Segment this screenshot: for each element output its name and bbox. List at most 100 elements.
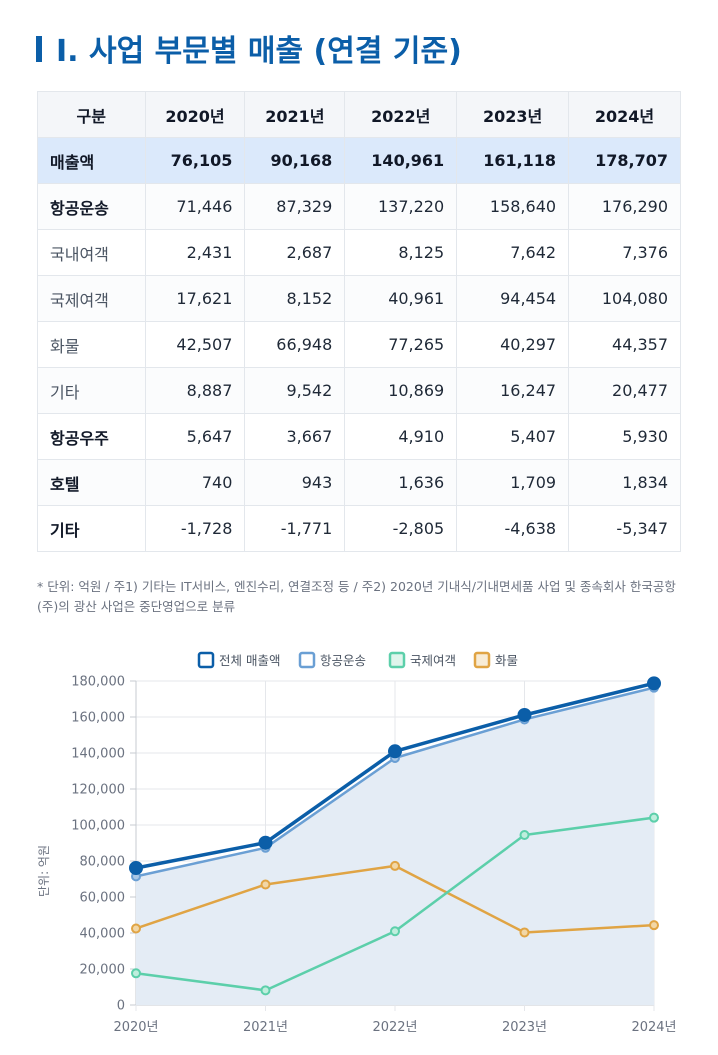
- y-tick-label: 100,000: [71, 819, 125, 834]
- table-cell: 161,118: [456, 137, 570, 184]
- data-point-화물: [260, 879, 271, 890]
- legend-label: 국제여객: [410, 653, 456, 668]
- data-point-전체 매출액: [388, 744, 402, 759]
- row-label: 매출액: [37, 137, 146, 184]
- row-label: 항공우주: [37, 413, 146, 460]
- table-cell: 10,869: [344, 367, 458, 414]
- table-row: 국제여객 17,621 8,152 40,961 94,454 104,080: [37, 275, 681, 322]
- table-cell: 2,687: [244, 229, 346, 276]
- table-cell: 1,709: [456, 459, 570, 506]
- table-cell: 66,948: [244, 321, 346, 368]
- table-cell: -1,771: [244, 505, 346, 552]
- row-label: 국제여객: [37, 275, 146, 322]
- row-label: 기타: [37, 505, 146, 552]
- table-row: 기타 -1,728 -1,771 -2,805 -4,638 -5,347: [37, 505, 681, 552]
- table-cell: 87,329: [244, 183, 346, 230]
- table-cell: 740: [144, 459, 246, 506]
- table-cell: 40,297: [456, 321, 570, 368]
- table-cell: 104,080: [568, 275, 681, 322]
- data-point-화물: [519, 927, 530, 938]
- row-label: 화물: [37, 321, 146, 368]
- y-tick-label: 40,000: [80, 927, 126, 942]
- data-point-전체 매출액: [647, 676, 661, 691]
- table-row: 국내여객 2,431 2,687 8,125 7,642 7,376: [37, 229, 681, 276]
- y-tick-label: 20,000: [80, 963, 126, 978]
- table-header: 2022년: [344, 91, 458, 138]
- data-point-화물: [131, 923, 141, 934]
- y-tick-label: 60,000: [80, 891, 126, 906]
- data-point-화물: [390, 860, 400, 871]
- footnote: * 단위: 억원 / 주1) 기타는 IT서비스, 엔진수리, 연결조정 등 /…: [37, 579, 676, 614]
- title-accent-bar: [36, 36, 42, 62]
- table-header: 2024년: [568, 91, 681, 138]
- y-axis-label: 단위: 억원: [37, 845, 51, 897]
- legend-swatch: [197, 651, 215, 669]
- y-tick-label: 80,000: [80, 855, 126, 870]
- x-tick-label: 2021년: [243, 1020, 288, 1035]
- y-tick-label: 140,000: [71, 747, 125, 762]
- table-cell: 90,168: [244, 137, 346, 184]
- row-label: 항공운송: [37, 183, 146, 230]
- legend-label: 전체 매출액: [219, 653, 280, 668]
- table-cell: 76,105: [144, 137, 246, 184]
- area-fill-항공운송: [136, 687, 654, 1005]
- data-point-전체 매출액: [258, 835, 273, 850]
- table-cell: 5,407: [456, 413, 570, 460]
- page-title: Ⅰ. 사업 부문별 매출 (연결 기준): [36, 24, 462, 72]
- x-tick-label: 2022년: [372, 1020, 417, 1035]
- table-cell: 40,961: [344, 275, 458, 322]
- legend-swatch: [298, 651, 316, 669]
- table-cell: 137,220: [344, 183, 458, 230]
- data-point-국제여객: [131, 968, 141, 979]
- table-cell: 71,446: [144, 183, 246, 230]
- data-point-국제여객: [519, 829, 530, 840]
- table-cell: 8,887: [144, 367, 246, 414]
- table-cell: 77,265: [344, 321, 458, 368]
- table-cell: 9,542: [244, 367, 346, 414]
- table-cell: 20,477: [568, 367, 681, 414]
- table-row: 호텔 740 943 1,636 1,709 1,834: [37, 459, 681, 506]
- table-cell: 5,930: [568, 413, 681, 460]
- table-cell: 8,125: [344, 229, 458, 276]
- data-point-국제여객: [260, 985, 271, 996]
- data-point-국제여객: [390, 926, 400, 937]
- table-cell: 16,247: [456, 367, 570, 414]
- table-cell: 158,640: [456, 183, 570, 230]
- y-tick-label: 120,000: [71, 783, 125, 798]
- table-row: 항공우주 5,647 3,667 4,910 5,407 5,930: [37, 413, 681, 460]
- table-header-row: 구분 2020년 2021년 2022년 2023년 2024년: [37, 91, 681, 138]
- table-cell: 42,507: [144, 321, 246, 368]
- table-cell: -5,347: [568, 505, 681, 552]
- table-header: 2020년: [144, 91, 246, 138]
- table-cell: 4,910: [344, 413, 458, 460]
- table-cell: -4,638: [456, 505, 570, 552]
- data-point-전체 매출액: [129, 861, 143, 876]
- table-cell: 943: [244, 459, 346, 506]
- data-point-국제여객: [649, 812, 659, 823]
- table-cell: -2,805: [344, 505, 458, 552]
- table-cell: 5,647: [144, 413, 246, 460]
- table-cell: -1,728: [144, 505, 246, 552]
- legend-swatch: [473, 651, 491, 669]
- row-label: 국내여객: [37, 229, 146, 276]
- legend-swatch: [388, 651, 406, 669]
- table-cell: 1,636: [344, 459, 458, 506]
- legend-label: 화물: [495, 653, 518, 668]
- row-label: 호텔: [37, 459, 146, 506]
- table-cell: 8,152: [244, 275, 346, 322]
- x-tick-label: 2023년: [502, 1020, 547, 1035]
- row-label: 기타: [37, 367, 146, 414]
- table-cell: 3,667: [244, 413, 346, 460]
- table-row: 매출액 76,105 90,168 140,961 161,118 178,707: [37, 137, 681, 184]
- data-point-전체 매출액: [517, 707, 532, 722]
- table-header: 2023년: [456, 91, 570, 138]
- page-title-text: Ⅰ. 사업 부문별 매출 (연결 기준): [56, 34, 462, 69]
- table-cell: 140,961: [344, 137, 458, 184]
- table-cell: 2,431: [144, 229, 246, 276]
- table-cell: 44,357: [568, 321, 681, 368]
- revenue-line-chart: 0 20,000 40,000 60,000 80,000 100,000 120,000 1…: [37, 651, 677, 1035]
- table-row: 기타 8,887 9,542 10,869 16,247 20,477: [37, 367, 681, 414]
- y-tick-label: 180,000: [71, 675, 125, 690]
- x-tick-label: 2020년: [113, 1020, 158, 1035]
- y-tick-label: 160,000: [71, 711, 125, 726]
